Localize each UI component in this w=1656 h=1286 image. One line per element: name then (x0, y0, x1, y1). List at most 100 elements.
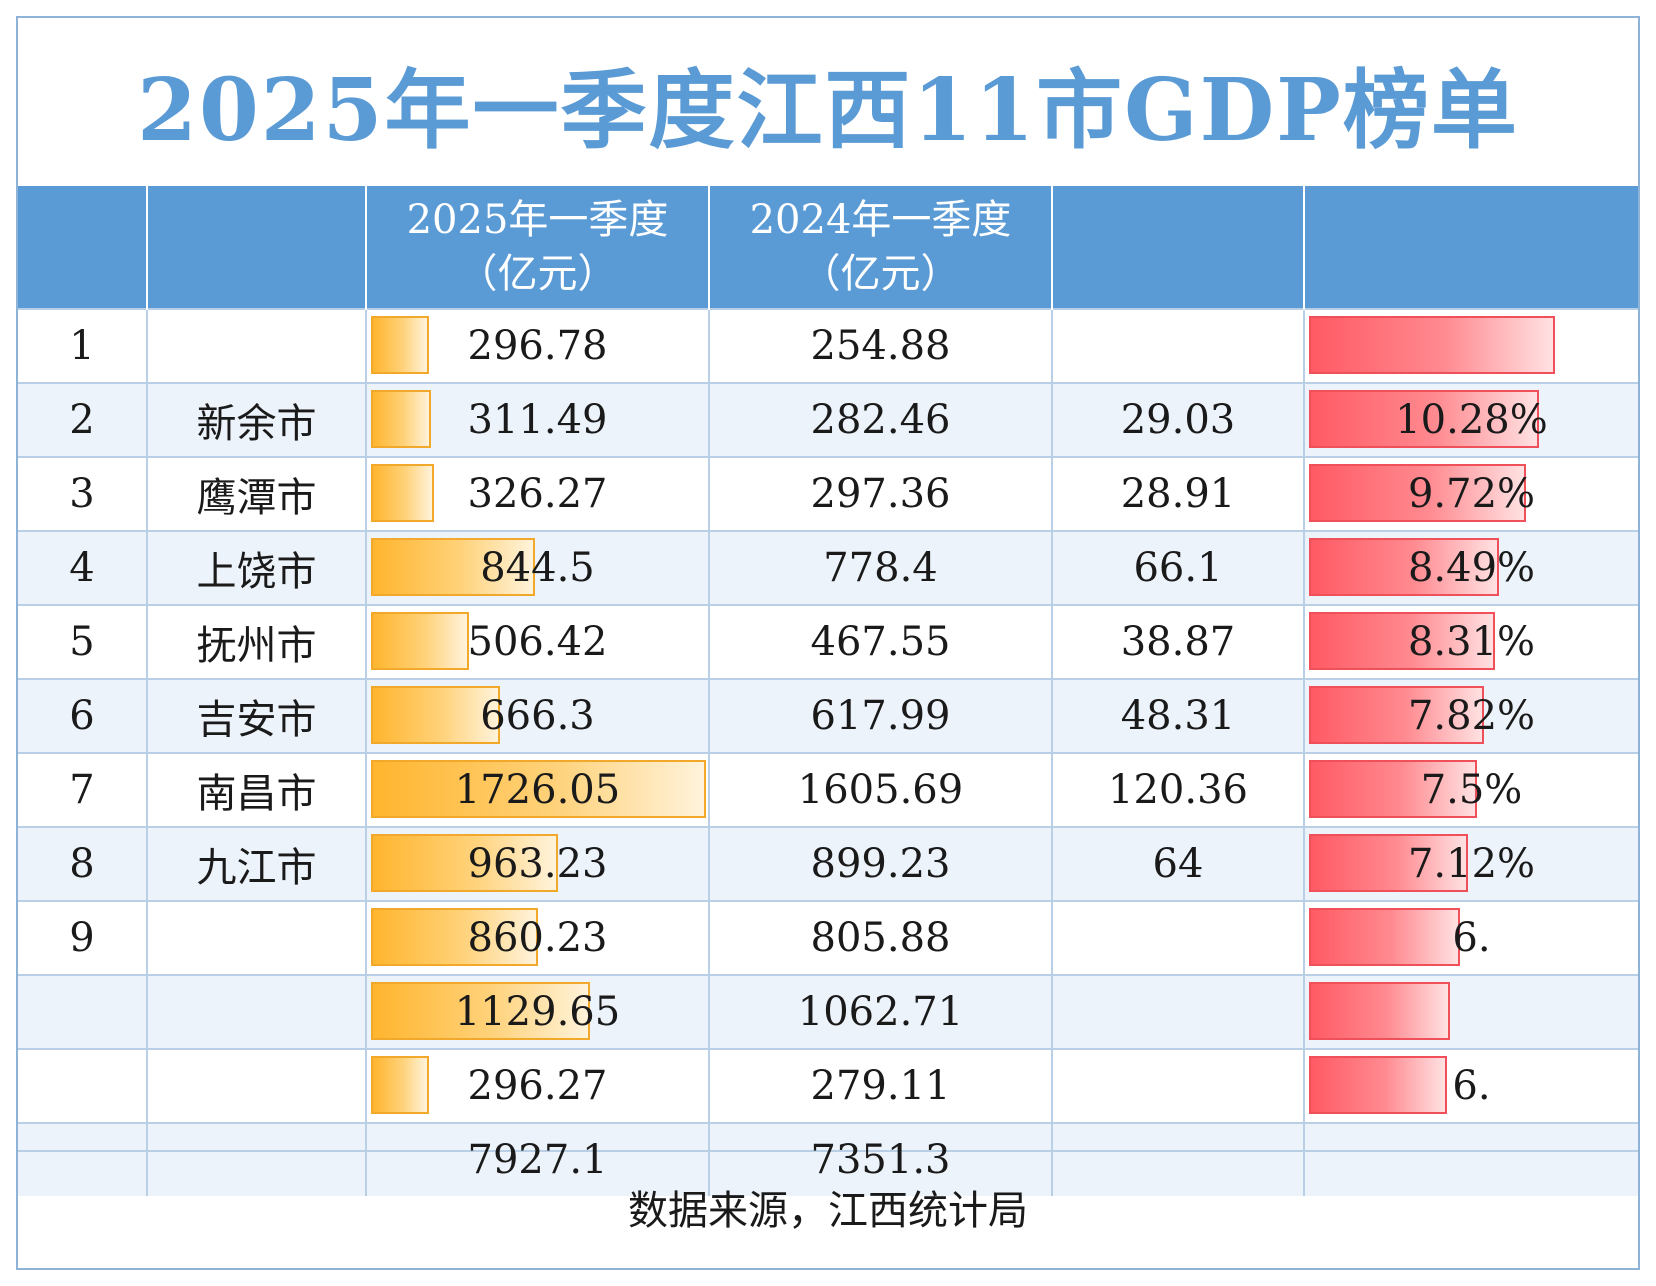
city-cell (147, 1122, 367, 1196)
growth-cell: 7.12% (1304, 826, 1638, 901)
growth-cell-value: 6. (1452, 1063, 1491, 1109)
gdp-2024-cell-value: 617.99 (810, 693, 951, 739)
gdp-2025-cell-value: 1129.65 (454, 989, 621, 1035)
rank-cell-value: 4 (69, 545, 95, 591)
table-row: 8 九江市 963.23 899.23 64 7.12% (18, 826, 1638, 901)
gdp-2025-cell-value: 296.27 (467, 1063, 608, 1109)
gdp-2024-cell: 279.11 (709, 1048, 1053, 1123)
gdp-2025-cell: 311.49 (366, 382, 710, 457)
gdp-2024-cell: 1605.69 (709, 752, 1053, 827)
growth-cell (1304, 308, 1638, 383)
gdp-2024-cell-value: 778.4 (823, 545, 938, 591)
table-row: 1 296.78 254.88 (18, 308, 1638, 383)
table-row: 3 鹰潭市 326.27 297.36 28.91 9.72% (18, 456, 1638, 531)
growth-cell-value: 8.49% (1407, 545, 1536, 591)
gdp-2025-cell: 296.78 (366, 308, 710, 383)
gdp-2025-cell-value: 326.27 (467, 471, 608, 517)
growth-bar (1309, 1056, 1447, 1114)
gdp-2025-cell: 296.27 (366, 1048, 710, 1123)
growth-cell: 7.82% (1304, 678, 1638, 753)
increase-cell (1052, 1048, 1305, 1123)
rank-cell: 4 (18, 530, 148, 605)
gdp-2024-cell: 282.46 (709, 382, 1053, 457)
city-cell-value: 南昌市 (196, 771, 317, 817)
city-cell-value: 吉安市 (196, 697, 317, 743)
gdp-2024-cell-value: 805.88 (810, 915, 951, 961)
gdp-2024-cell: 467.55 (709, 604, 1053, 679)
increase-cell-value: 28.91 (1120, 471, 1236, 517)
gdp-2025-bar (371, 834, 558, 892)
column-header-0 (18, 186, 148, 309)
city-cell: 鹰潭市 (147, 456, 367, 531)
gdp-2025-bar (371, 908, 538, 966)
city-cell-value: 抚州市 (196, 623, 317, 669)
growth-cell: 10.28% (1304, 382, 1638, 457)
rank-cell: 8 (18, 826, 148, 901)
rank-cell: 1 (18, 308, 148, 383)
growth-cell-value: 6. (1452, 915, 1491, 961)
gdp-2024-cell: 778.4 (709, 530, 1053, 605)
gdp-2025-bar (371, 760, 706, 818)
rank-cell-value: 2 (69, 397, 95, 443)
rank-cell: 3 (18, 456, 148, 531)
rank-cell-value: 8 (69, 841, 95, 887)
total-2025-cell-value: 7927.1 (467, 1137, 608, 1183)
column-header-4 (1052, 186, 1305, 309)
gdp-2025-bar (371, 612, 470, 670)
city-cell (147, 308, 367, 383)
growth-cell: 7.5% (1304, 752, 1638, 827)
increase-cell-value: 48.31 (1120, 693, 1236, 739)
chart-title: 2025年一季度江西11市GDP榜单 (137, 60, 1519, 161)
gdp-2025-cell-value: 296.78 (467, 323, 608, 369)
city-cell: 南昌市 (147, 752, 367, 827)
table-row: 4 上饶市 844.5 778.4 66.1 8.49% (18, 530, 1638, 605)
rank-cell: 9 (18, 900, 148, 975)
total-2024-cell-value: 7351.3 (810, 1137, 951, 1183)
increase-cell-value: 66.1 (1133, 545, 1223, 591)
gdp-2025-cell-value: 311.49 (467, 397, 608, 443)
gdp-2025-cell: 666.3 (366, 678, 710, 753)
city-cell (147, 900, 367, 975)
rank-cell: 7 (18, 752, 148, 827)
city-cell-value: 上饶市 (196, 549, 317, 595)
increase-cell: 64 (1052, 826, 1305, 901)
gdp-2024-cell: 254.88 (709, 308, 1053, 383)
gdp-2025-cell: 844.5 (366, 530, 710, 605)
increase-cell: 28.91 (1052, 456, 1305, 531)
increase-cell (1052, 974, 1305, 1049)
column-header-2: 2025年一季度 （亿元） (366, 186, 710, 309)
gdp-2024-cell-value: 467.55 (810, 619, 951, 665)
city-cell: 吉安市 (147, 678, 367, 753)
gdp-2025-cell: 963.23 (366, 826, 710, 901)
chart-frame: 2025年一季度江西11市GDP榜单 2025年一季度 （亿元） 2024年一季度（… (16, 16, 1640, 1270)
increase-cell: 48.31 (1052, 678, 1305, 753)
growth-bar (1309, 908, 1460, 966)
growth-cell-value: 9.72% (1407, 471, 1536, 517)
growth-bar (1309, 464, 1527, 522)
gdp-2024-cell-value: 1062.71 (797, 989, 964, 1035)
gdp-2024-cell-value: 254.88 (810, 323, 951, 369)
table-row: 5 抚州市 506.42 467.55 38.87 8.31% (18, 604, 1638, 679)
growth-cell-value: 10.28% (1395, 397, 1548, 443)
growth-cell-value: 8.31% (1407, 619, 1536, 665)
gdp-2025-bar (371, 538, 535, 596)
gdp-2025-cell-value: 860.23 (467, 915, 608, 961)
rank-cell-value: 5 (69, 619, 95, 665)
gdp-2025-bar (371, 1056, 429, 1114)
increase-cell-value: 64 (1152, 841, 1204, 887)
gdp-2025-cell-value: 844.5 (480, 545, 595, 591)
increase-cell-value: 29.03 (1120, 397, 1236, 443)
gdp-2024-cell: 1062.71 (709, 974, 1053, 1049)
gdp-2024-cell-value: 1605.69 (797, 767, 964, 813)
gdp-2025-cell: 506.42 (366, 604, 710, 679)
city-cell: 新余市 (147, 382, 367, 457)
gdp-2024-cell-value: 899.23 (810, 841, 951, 887)
gdp-2024-cell-value: 297.36 (810, 471, 951, 517)
gdp-2025-bar (371, 464, 435, 522)
gdp-2025-cell: 860.23 (366, 900, 710, 975)
growth-cell: 6. (1304, 900, 1638, 975)
growth-cell: 8.31% (1304, 604, 1638, 679)
gdp-2024-cell-value: 282.46 (810, 397, 951, 443)
rank-cell: 6 (18, 678, 148, 753)
gdp-2025-cell-value: 963.23 (467, 841, 608, 887)
